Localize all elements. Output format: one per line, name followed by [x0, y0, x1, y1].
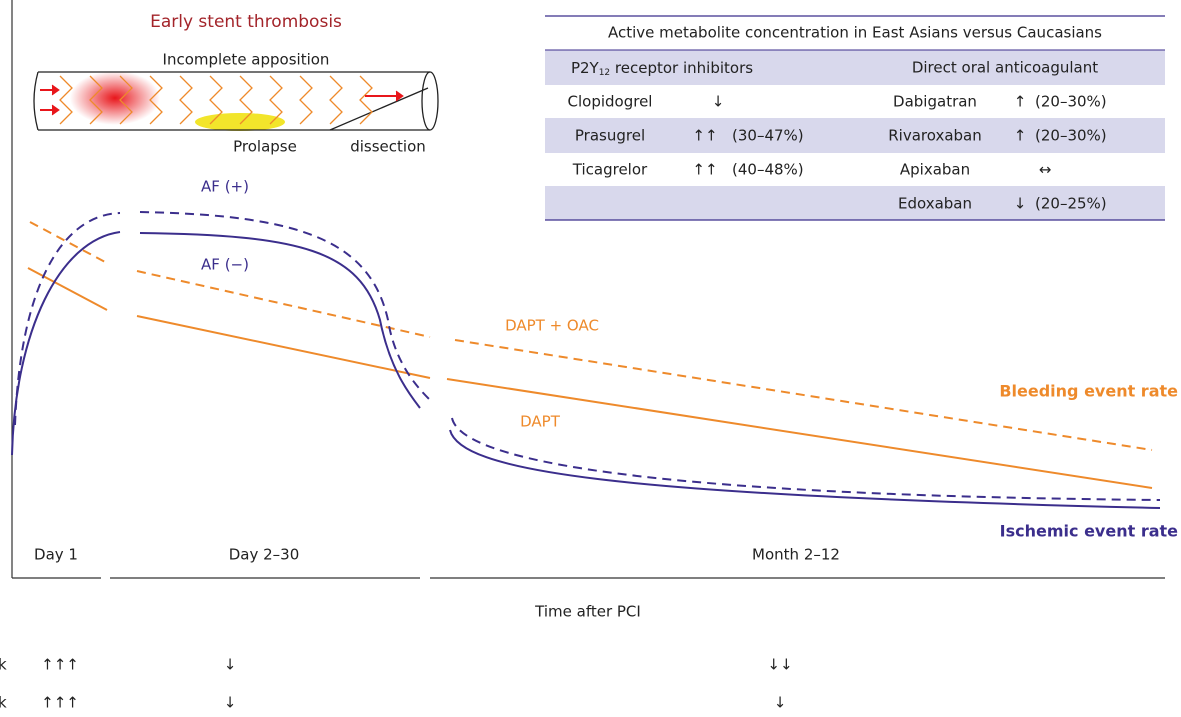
- cell-drug: Ticagrelor: [572, 161, 648, 179]
- cell-arrow: ↑↑: [692, 127, 717, 145]
- cell-drug: Prasugrel: [575, 127, 645, 145]
- cell-arrow: ↓: [712, 93, 725, 111]
- cell-range: (30–47%): [732, 127, 804, 145]
- diagram: Early stent thrombosis Incomplete apposi…: [0, 0, 1181, 713]
- cell-arrow: ↔: [1039, 161, 1052, 179]
- cell-drug: Rivaroxaban: [888, 127, 982, 145]
- axes: [12, 0, 1165, 578]
- curve-label: DAPT + OAC: [505, 317, 599, 335]
- curve-label: AF (−): [201, 256, 249, 274]
- row-value: ↓: [224, 656, 237, 674]
- curve-label: DAPT: [520, 413, 561, 431]
- row-label: k: [0, 656, 7, 674]
- stent-label: Prolapse: [233, 138, 297, 156]
- cell-arrow: ↑: [1014, 127, 1027, 145]
- row-value: ↓: [224, 694, 237, 712]
- row-value: ↑↑↑: [41, 656, 79, 674]
- row-value: ↓↓: [767, 656, 792, 674]
- row-value: ↓: [774, 694, 787, 712]
- row-value: ↑↑↑: [41, 694, 79, 712]
- cell-drug: Edoxaban: [898, 195, 972, 213]
- period-label: Day 2–30: [229, 546, 300, 564]
- table: Active metabolite concentration in East …: [545, 16, 1165, 220]
- curve-label: Ischemic event rate: [1000, 522, 1178, 541]
- period-label: Day 1: [34, 546, 78, 564]
- cell-range: (20–30%): [1035, 127, 1107, 145]
- stent-subtitle: Incomplete apposition: [163, 51, 330, 69]
- axis-label: Time after PCI: [534, 603, 641, 621]
- table-title: Active metabolite concentration in East …: [608, 24, 1102, 42]
- cell-drug: Dabigatran: [893, 93, 977, 111]
- table-header: P2Y12 receptor inhibitors: [571, 59, 753, 78]
- risk-rows: k ↑↑↑ ↓ ↓↓ k ↑↑↑ ↓ ↓: [0, 656, 793, 712]
- table-header: Direct oral anticoagulant: [912, 59, 1098, 77]
- cell-range: (40–48%): [732, 161, 804, 179]
- cell-arrow: ↑↑: [692, 161, 717, 179]
- cell-range: (20–25%): [1035, 195, 1107, 213]
- curves: [12, 212, 1160, 508]
- row-label: k: [0, 694, 7, 712]
- curve-label: AF (+): [201, 178, 249, 196]
- curve-label: Bleeding event rate: [999, 382, 1178, 401]
- cell-arrow: ↓: [1014, 195, 1027, 213]
- stent-title: Early stent thrombosis: [150, 12, 342, 32]
- header-text: P2Y: [571, 59, 600, 77]
- page: Early stent thrombosis Incomplete apposi…: [0, 0, 1181, 717]
- cell-drug: Clopidogrel: [568, 93, 653, 111]
- stent-label: dissection: [350, 138, 426, 156]
- header-text: receptor inhibitors: [610, 59, 753, 77]
- header-subscript: 12: [599, 68, 610, 78]
- stent-illustration: [34, 71, 438, 131]
- cell-arrow: ↑: [1014, 93, 1027, 111]
- cell-range: (20–30%): [1035, 93, 1107, 111]
- cell-drug: Apixaban: [900, 161, 970, 179]
- period-label: Month 2–12: [752, 546, 840, 564]
